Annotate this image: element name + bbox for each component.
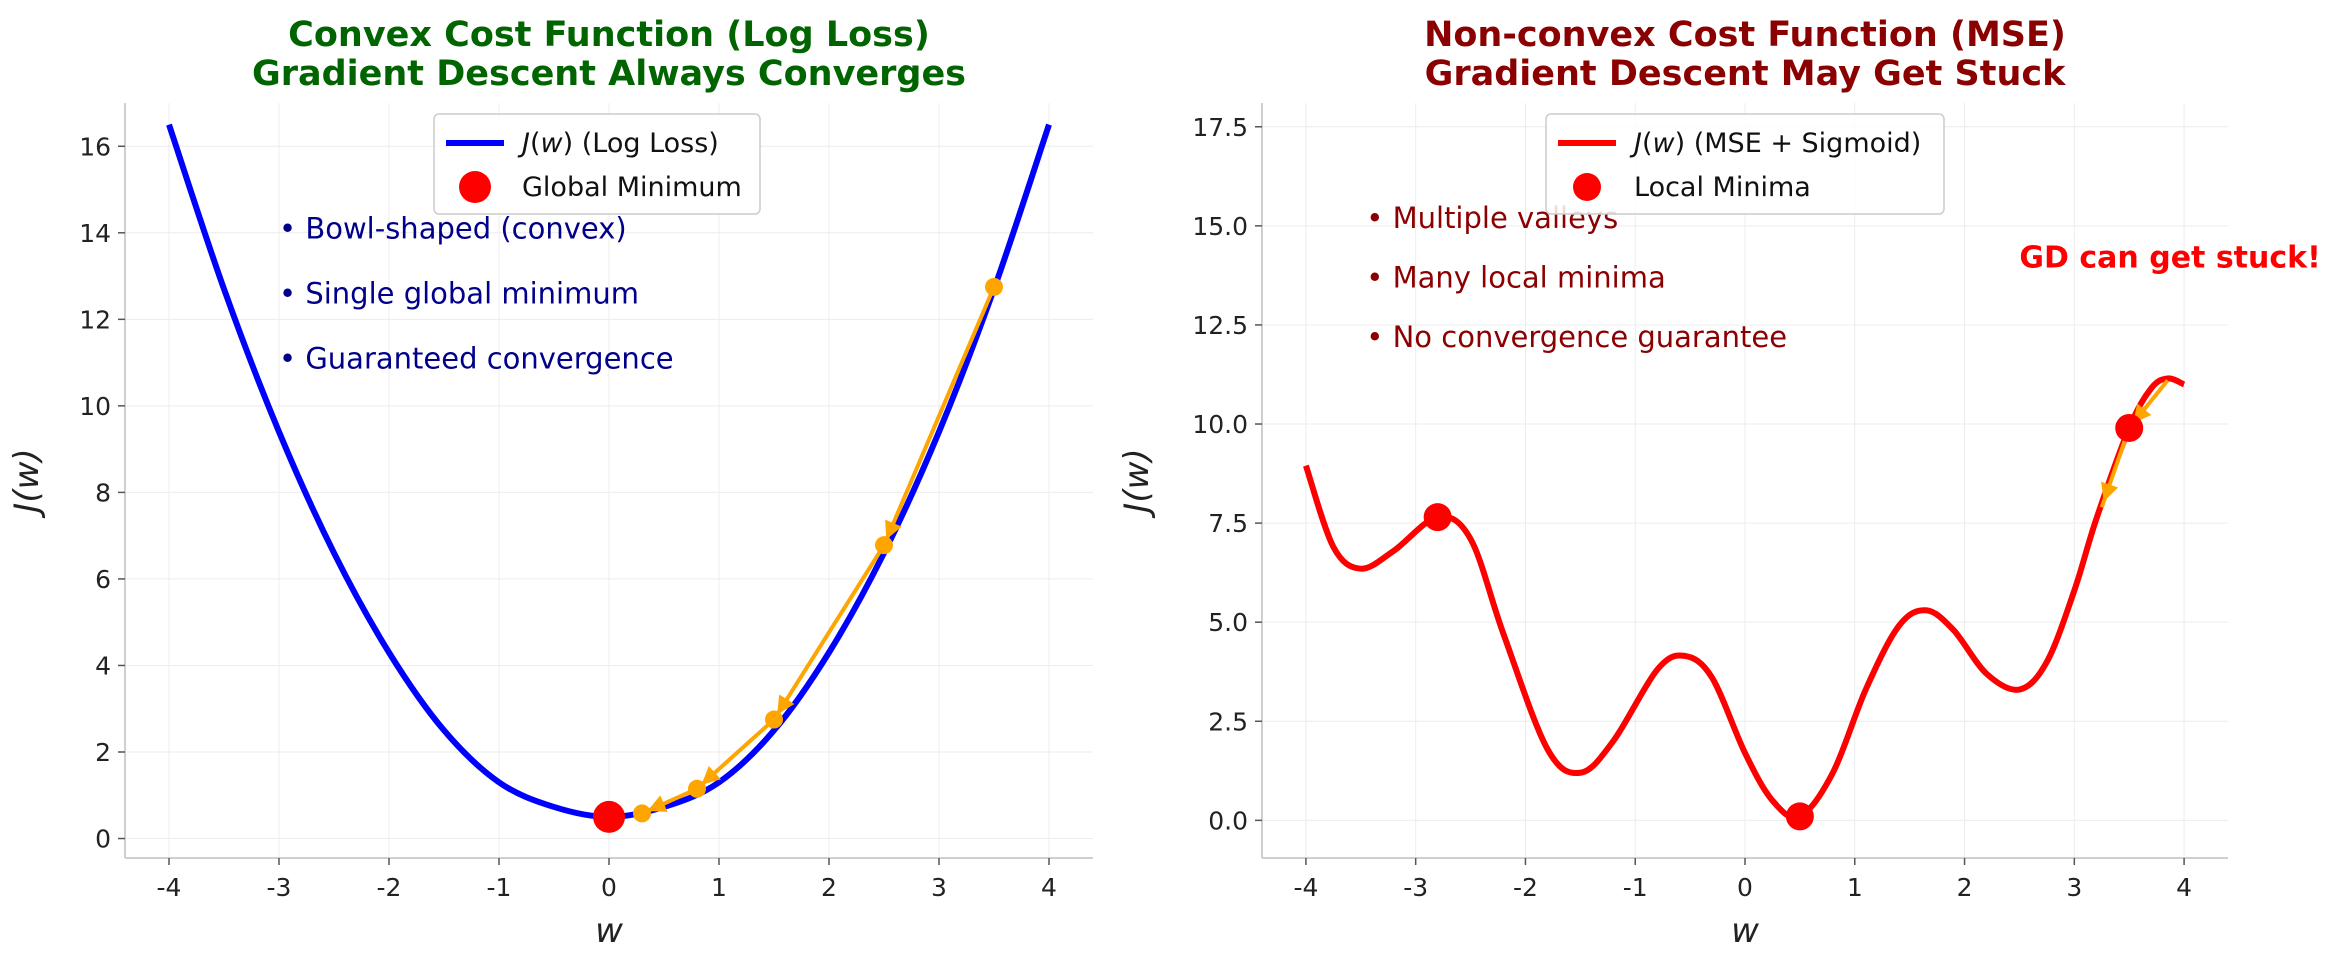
p1-gd-point-2 — [875, 536, 893, 555]
p1-x-tick-label-2: -2 — [377, 873, 402, 902]
p1-gd-point-1 — [985, 277, 1003, 296]
p2-title-line-1: Non-convex Cost Function (MSE) — [1424, 15, 2066, 55]
p2-gd-arrow-2 — [2101, 481, 2119, 502]
p2-legend-box — [1545, 113, 1945, 215]
p1-y-tick-label-7: 14 — [79, 219, 111, 248]
p1-x-tick-label-5: 1 — [711, 873, 727, 902]
p1-x-tick-label-7: 3 — [931, 873, 947, 902]
p2-x-axis-label: w — [1731, 911, 1759, 951]
p1-x-tick-label-0: -4 — [157, 873, 182, 902]
p1-y-tick-label-1: 2 — [95, 738, 111, 767]
p2-y-tick-label-5: 12.5 — [1192, 311, 1248, 340]
p2-legend-label-2: Local Minima — [1634, 172, 1811, 203]
p2-legend-marker-swatch — [1573, 173, 1601, 201]
p1-gd-point-3 — [765, 710, 783, 729]
p1-y-tick-label-8: 16 — [79, 132, 111, 161]
p2-y-tick-label-0: 0.0 — [1208, 806, 1248, 835]
p2-y-tick-label-2: 5.0 — [1208, 608, 1248, 637]
p2-marker-1-2 — [1785, 802, 1814, 831]
p1-gd-step-1 — [882, 286, 996, 546]
p2-x-tick-label-4: 0 — [1737, 873, 1753, 902]
p2-legend: J(w) (MSE + Sigmoid) Local Minima — [1545, 113, 1945, 215]
p1-annotation-2: • Single global minimum — [279, 276, 639, 310]
p1-x-tick-label-8: 4 — [1041, 873, 1057, 902]
p1-annotation-3: • Guaranteed convergence — [279, 341, 674, 375]
p1-gd-arrow-2 — [777, 694, 795, 715]
p1-gd-step-2 — [772, 544, 886, 721]
p2-marker-1-3 — [2115, 413, 2144, 442]
p1-x-tick-label-4: 0 — [601, 873, 617, 902]
p2-marker-1-1 — [1423, 503, 1452, 532]
p2-legend-label-1: J(w) (MSE + Sigmoid) — [1629, 128, 1921, 159]
p1-legend-label-1: J(w) (Log Loss) — [517, 128, 719, 159]
p1-gd-arrow-3 — [701, 766, 721, 785]
p1-y-tick-label-2: 4 — [95, 651, 111, 680]
p2-y-axis-label: J(w) — [1117, 448, 1157, 518]
p2-x-tick-label-6: 2 — [1957, 873, 1973, 902]
p1-gd-point-5 — [633, 804, 651, 823]
p1-legend-marker-swatch — [459, 171, 491, 203]
p2-x-tick-label-3: -1 — [1623, 873, 1648, 902]
p2-annotation-3: • No convergence guarantee — [1366, 320, 1787, 354]
p2-y-tick-label-3: 7.5 — [1208, 509, 1248, 538]
p2-x-tick-label-7: 3 — [2066, 873, 2082, 902]
p2-x-tick-label-1: -3 — [1403, 873, 1428, 902]
p1-legend: J(w) (Log Loss) Global Minimum — [433, 113, 761, 215]
p1-y-axis-label: J(w) — [7, 448, 47, 518]
p2-x-tick-label-2: -2 — [1513, 873, 1538, 902]
p1-legend-label-2: Global Minimum — [522, 172, 742, 203]
p1-x-tick-label-6: 2 — [821, 873, 837, 902]
p1-y-tick-label-0: 0 — [95, 825, 111, 854]
p1-legend-box — [433, 113, 761, 215]
p1-marker-1-1 — [593, 800, 625, 833]
p1-y-tick-label-6: 12 — [79, 305, 111, 334]
p1-annotation-1: • Bowl-shaped (convex) — [279, 211, 627, 245]
p2-y-tick-label-7: 17.5 — [1192, 113, 1248, 142]
p2-annotation-4: GD can get stuck! — [2019, 241, 2320, 276]
p1-x-axis-label: w — [595, 911, 623, 951]
p2-series-line-1 — [1303, 375, 2186, 821]
p1-y-tick-label-4: 8 — [95, 478, 111, 507]
p1-y-tick-label-3: 6 — [95, 565, 111, 594]
chart-panel-2: -4 -3 -2 -1 0 1 2 3 4 0.0 2.5 5.0 7.5 10.0 12.5 15.0 17.… — [1117, 15, 2321, 951]
p1-gd-point-4 — [688, 779, 706, 798]
p2-x-tick-label-0: -4 — [1293, 873, 1318, 902]
p2-x-tick-label-5: 1 — [1847, 873, 1863, 902]
p1-x-tick-label-3: -1 — [487, 873, 512, 902]
p1-y-tick-label-5: 10 — [79, 392, 111, 421]
p2-annotation-2: • Many local minima — [1366, 260, 1665, 294]
p1-title-line-1: Convex Cost Function (Log Loss) — [288, 15, 930, 55]
p1-title-line-2: Gradient Descent Always Converges — [252, 54, 966, 94]
p2-y-tick-label-1: 2.5 — [1208, 707, 1248, 736]
p2-x-tick-label-8: 4 — [2176, 873, 2192, 902]
p1-gd-arrow-1 — [885, 519, 902, 540]
p2-y-tick-label-4: 10.0 — [1192, 410, 1248, 439]
p1-gd-arrow-4 — [647, 795, 668, 812]
p2-y-tick-label-6: 15.0 — [1192, 212, 1248, 241]
p2-title-line-2: Gradient Descent May Get Stuck — [1425, 54, 2067, 94]
p1-x-tick-label-1: -3 — [267, 873, 292, 902]
